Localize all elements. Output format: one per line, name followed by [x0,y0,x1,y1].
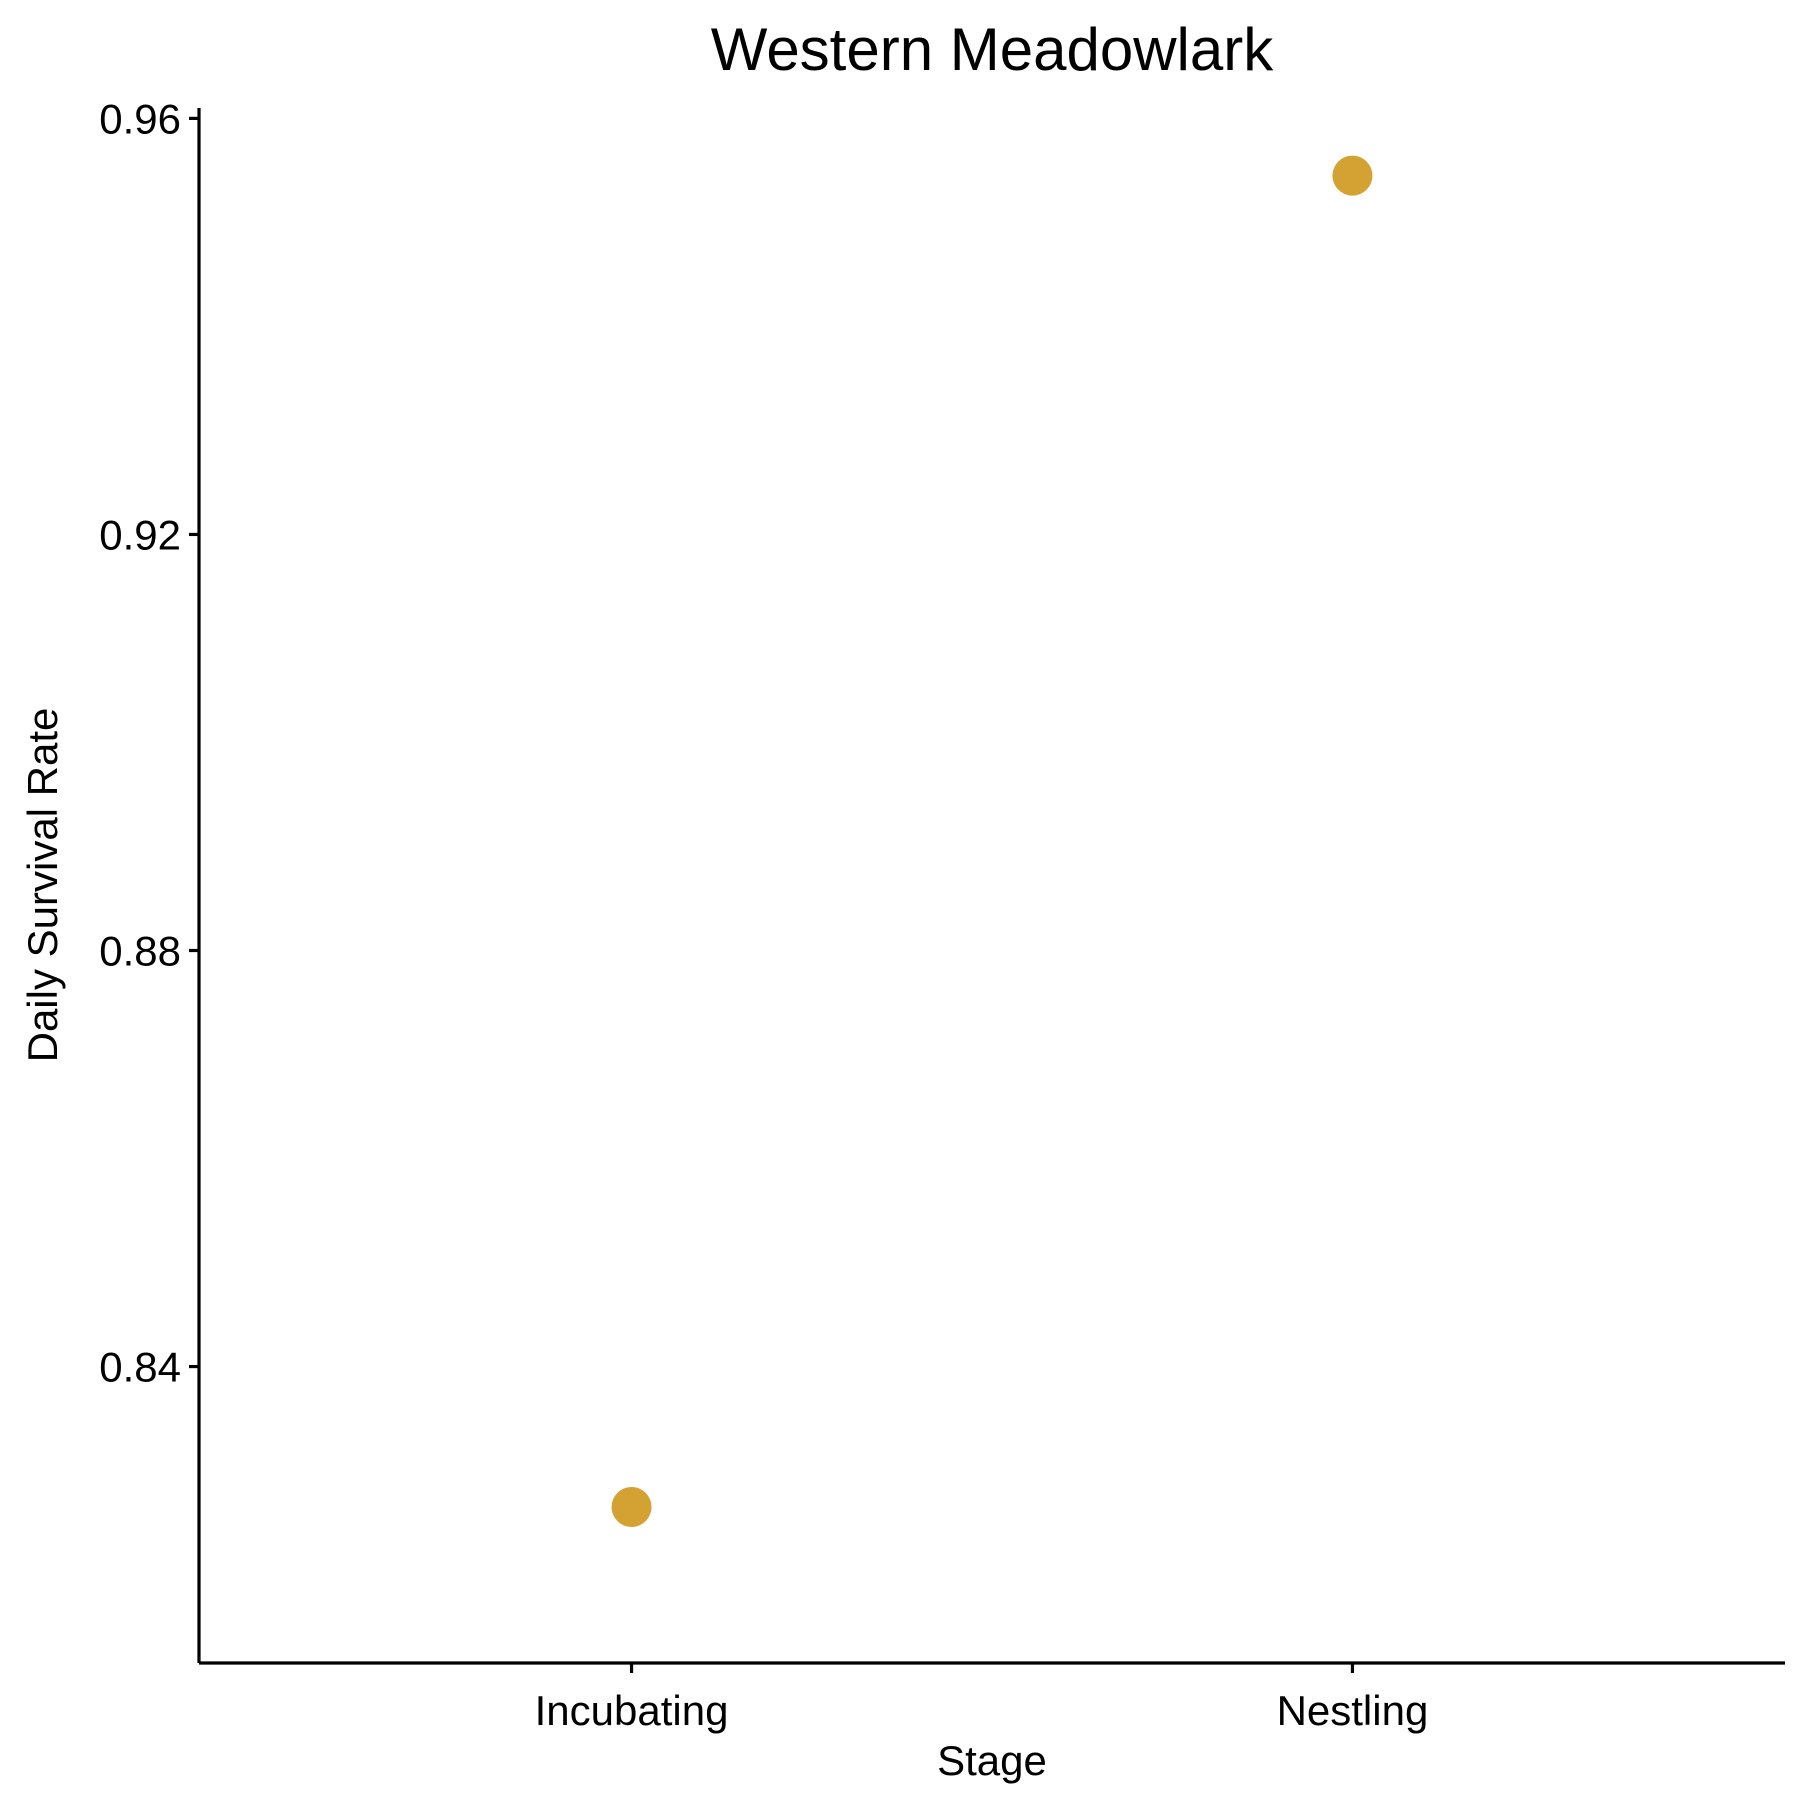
data-point-incubating [611,1486,652,1527]
y-tick-label: 0.84 [99,1344,181,1391]
x-tick-label: Nestling [1277,1687,1429,1734]
x-tick-label: Incubating [535,1687,729,1734]
data-point-nestling [1332,155,1373,196]
y-tick-label: 0.92 [99,511,181,558]
y-tick-label: 0.96 [99,95,181,142]
x-axis-title: Stage [937,1737,1047,1784]
x-axis-ticks: Incubating Nestling [535,1663,1429,1734]
y-axis-ticks: 0.84 0.88 0.92 0.96 [99,95,199,1391]
y-axis-title: Daily Survival Rate [19,708,66,1063]
plot-area [611,155,1373,1527]
chart-title: Western Meadowlark [711,16,1274,83]
y-tick-label: 0.88 [99,928,181,975]
